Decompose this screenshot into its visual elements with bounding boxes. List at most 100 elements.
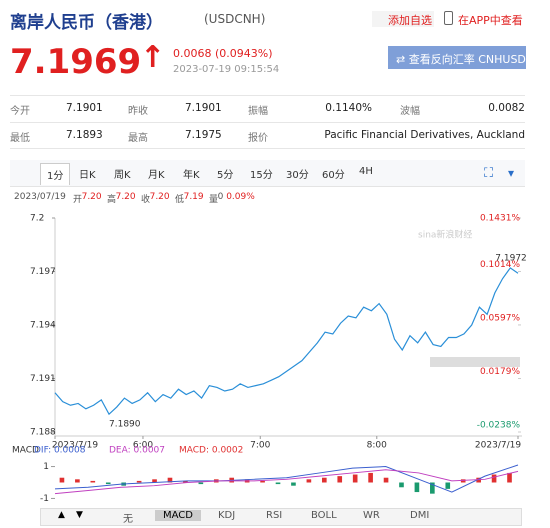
x-tick-label: 2023/7/19	[475, 441, 521, 451]
scroll-down[interactable]: ▼	[76, 510, 83, 520]
period-tab[interactable]: 60分	[322, 170, 345, 181]
ohlc-value: 7.19	[183, 192, 204, 202]
y-tick-label: 7.197	[30, 267, 56, 277]
period-tab[interactable]: 年K	[183, 170, 200, 181]
stat-value: 7.1975	[185, 129, 222, 141]
annotation: 7.1890	[109, 420, 141, 430]
y2-tick-label: -0.0238%	[477, 421, 521, 431]
phone-icon	[444, 11, 453, 25]
scroll-up[interactable]: ▲	[58, 510, 65, 520]
watch-button-bg[interactable]	[372, 11, 434, 27]
chart: sina新浪财经 7.2 7.197 7.194 7.191 7.188 0.1431% 0.…	[12, 214, 527, 504]
stat-value: 0.0082	[488, 102, 525, 114]
indicator-tab[interactable]: KDJ	[218, 510, 236, 521]
macd-bar	[198, 482, 204, 485]
fullscreen-icon[interactable]: ⛶	[484, 166, 494, 181]
code: (USDCNH)	[204, 12, 266, 26]
macd-bar	[430, 482, 435, 494]
stat-value: 7.1901	[66, 102, 103, 114]
stat-label: 昨收	[128, 106, 148, 117]
watermark: sina新浪财经	[418, 229, 472, 241]
ohlc-label: 开	[73, 195, 83, 205]
divider	[10, 95, 525, 96]
add-watch[interactable]: 添加自选	[388, 14, 432, 27]
indicator-tab[interactable]: 无	[123, 514, 133, 525]
price: 7.1969	[10, 42, 142, 82]
y-tick-label: 7.2	[30, 214, 44, 224]
macd-bar	[59, 477, 65, 483]
dif-line	[54, 464, 519, 493]
x-tick-label: 6:00	[133, 441, 153, 451]
indicator-tab[interactable]: DMI	[410, 510, 430, 521]
period-tab[interactable]: 日K	[79, 170, 96, 181]
ohlc-label: 低	[175, 195, 185, 205]
reverse-button[interactable]: ⇄ 查看反向汇率 CNHUSD	[396, 53, 526, 66]
price-line	[54, 267, 519, 416]
indicator-tab[interactable]: BOLL	[311, 510, 337, 521]
ohlc-value: 7.20	[81, 192, 102, 202]
macd-name: MACD	[12, 446, 39, 456]
period-tab[interactable]: 5分	[217, 170, 234, 181]
macd-bar	[368, 472, 373, 483]
period-tab[interactable]: 4H	[359, 166, 373, 177]
macd-bar	[136, 480, 142, 483]
macd-bar	[399, 482, 404, 488]
macd-bar	[90, 480, 96, 483]
chart-date: 2023/07/19	[14, 192, 66, 202]
macd-bar	[352, 474, 358, 483]
macd-tick-label: 1	[43, 462, 49, 472]
macd-bar	[321, 477, 327, 483]
ohlc-value: 7.20	[115, 192, 136, 202]
macd-bar	[167, 477, 173, 483]
stat-value: 0.1140%	[325, 102, 372, 114]
period-tab[interactable]: 1分	[40, 163, 71, 185]
period-tab[interactable]: 15分	[250, 170, 273, 181]
stat-label: 最低	[10, 133, 30, 144]
price-band	[430, 357, 520, 367]
title: 离岸人民币（香港）	[10, 13, 163, 33]
time: 2023-07-19 09:15:54	[173, 64, 280, 75]
period-tab[interactable]: 30分	[286, 170, 309, 181]
dea-line	[54, 469, 519, 495]
period-tab[interactable]: 周K	[114, 170, 131, 181]
indicator-tab[interactable]: RSI	[266, 510, 283, 521]
y2-tick-label: 0.0597%	[480, 313, 520, 323]
macd-bar	[306, 479, 312, 483]
macd-bar	[414, 482, 420, 493]
divider	[10, 122, 525, 123]
indicator-tab[interactable]: MACD	[155, 510, 201, 521]
stat-value: Pacific Financial Derivatives, Auckland	[324, 129, 525, 141]
dea-label: DEA: 0.0007	[109, 446, 165, 456]
ohlc-label: 收	[141, 195, 151, 205]
y-tick-label: 7.194	[30, 321, 56, 331]
macd-bar	[105, 482, 111, 485]
x-tick-label: 2023/7/19	[52, 441, 98, 451]
app-view[interactable]: 在APP中查看	[458, 14, 523, 27]
stat-value: 7.1893	[66, 129, 103, 141]
indicator-tab[interactable]: WR	[363, 510, 380, 521]
ohlc-label: 量	[209, 195, 219, 205]
macd-bar	[445, 482, 451, 489]
y-tick-label: 7.188	[30, 428, 56, 438]
tab-bar	[10, 160, 525, 187]
dif-label: DIF: 0.0008	[34, 446, 86, 456]
macd-tick-label: -1	[40, 494, 49, 504]
menu-icon[interactable]: ▾	[508, 166, 515, 180]
stat-label: 今开	[10, 106, 30, 117]
stat-label: 最高	[128, 133, 148, 144]
reverse-button-bg[interactable]	[388, 46, 526, 69]
macd-bar	[491, 474, 497, 483]
x-tick-label: 8:00	[367, 441, 387, 451]
macd-label: MACD: 0.0002	[179, 446, 243, 456]
macd-bar	[507, 472, 512, 483]
change: 0.0068 (0.0943%)	[173, 47, 273, 60]
ohlc-label: 高	[107, 195, 117, 205]
macd-bar	[291, 482, 296, 486]
macd-bar	[183, 480, 188, 483]
y-tick-label: 7.191	[30, 374, 56, 384]
x-tick-label: 7:00	[250, 441, 270, 451]
period-tab[interactable]: 月K	[148, 170, 165, 181]
up-arrow: ↑	[140, 40, 166, 75]
macd-bar	[337, 476, 343, 483]
